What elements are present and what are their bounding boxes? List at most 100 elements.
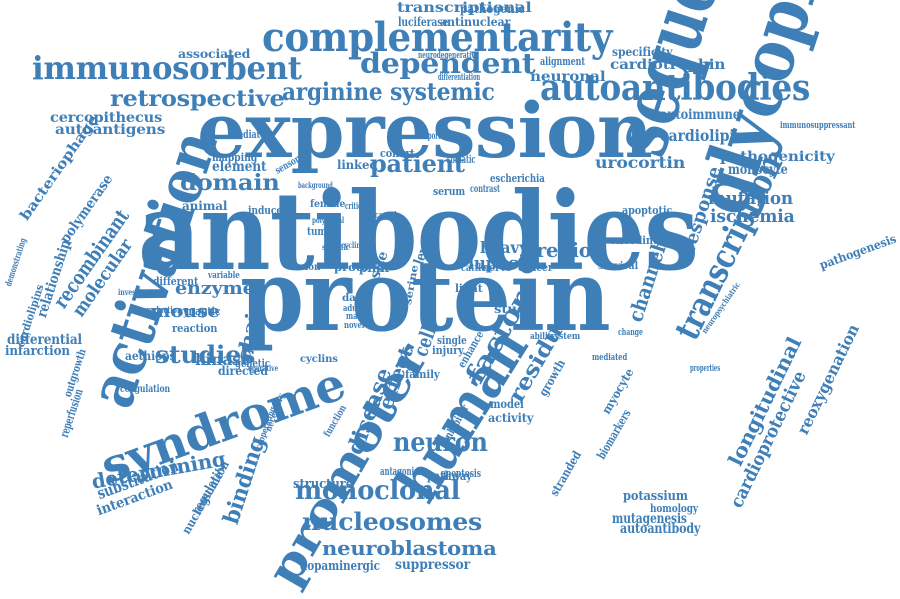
- cloud-word: induced: [248, 204, 289, 217]
- cloud-word: associated: [178, 47, 251, 61]
- cloud-word: nerve: [482, 261, 512, 274]
- cloud-word: important: [420, 131, 451, 142]
- cloud-word: directed: [218, 364, 268, 378]
- cloud-word: mediate: [230, 128, 265, 141]
- cloud-word: lupus: [468, 253, 518, 274]
- cloud-word: retrospective: [110, 86, 285, 112]
- cloud-word: properties: [690, 364, 721, 374]
- cloud-word: pathway: [427, 469, 472, 483]
- cloud-word: antinuclear: [440, 15, 511, 29]
- cloud-word: cardiotrophin: [610, 57, 726, 73]
- cloud-word: antagonism: [380, 465, 426, 478]
- cloud-word: arginine: [282, 77, 383, 106]
- cloud-word: proto: [334, 261, 369, 274]
- cloud-word: coagulation: [120, 384, 171, 395]
- cloud-word: cascade: [375, 211, 401, 221]
- cloud-word: synaptic: [178, 305, 221, 318]
- cloud-word: specificity: [612, 45, 673, 59]
- cloud-word: adult: [343, 304, 363, 314]
- cloud-word: female: [310, 199, 346, 210]
- cloud-word: ischemia: [710, 206, 795, 227]
- cloud-word: tumor: [307, 225, 338, 238]
- cloud-word: reaction: [172, 322, 218, 335]
- cloud-word: contrast: [470, 184, 500, 195]
- cloud-word: apoptotic: [622, 204, 673, 217]
- cloud-word: mouse: [150, 301, 220, 322]
- cloud-word: domain: [180, 170, 280, 196]
- cloud-word: neuronal: [530, 69, 606, 85]
- cloud-word: heavy: [480, 238, 528, 257]
- cloud-word: novel: [344, 321, 365, 331]
- cloud-word: kinase: [195, 350, 251, 369]
- cloud-word: element: [212, 159, 267, 175]
- cloud-word: specific: [322, 242, 350, 252]
- cloud-word: autoimmune: [660, 107, 740, 123]
- cloud-word: mutagenesis: [612, 511, 687, 527]
- cloud-word: autoantigens: [55, 122, 166, 138]
- cloud-word: nucleosome: [179, 468, 227, 537]
- cloud-word: different: [153, 275, 199, 288]
- cloud-word: animal: [182, 199, 228, 213]
- cloud-word: injury: [432, 344, 464, 357]
- cloud-word: antibodies: [138, 169, 699, 295]
- cloud-word: dopaminergic: [300, 559, 380, 574]
- cloud-word: pathogenesis: [817, 231, 899, 273]
- cloud-word: nucleosomes: [302, 507, 483, 536]
- cloud-word: systemic: [390, 77, 495, 106]
- cloud-word: study: [494, 302, 534, 316]
- cloud-word: cattle: [461, 263, 487, 274]
- cloud-word: luciferase: [398, 15, 449, 29]
- cloud-word: model: [490, 397, 524, 411]
- cloud-word: cyclin: [341, 240, 361, 250]
- cloud-word: differential: [7, 332, 83, 348]
- cloud-word: mediated: [592, 353, 628, 363]
- cloud-word: polyclonal: [312, 215, 345, 225]
- cloud-word: transcriptional: [397, 0, 532, 16]
- cloud-word: mapping: [212, 151, 258, 164]
- cloud-word: ability: [530, 332, 556, 342]
- cloud-word: fusion: [290, 262, 321, 273]
- cloud-word: immunosuppressant: [780, 121, 856, 131]
- cloud-word: alignment: [540, 55, 585, 68]
- cloud-word: production: [142, 306, 182, 316]
- cloud-word: urocortin: [595, 153, 686, 172]
- cloud-word: survival: [598, 261, 639, 272]
- cloud-word: studies: [155, 340, 256, 369]
- cloud-word: neurodegenerative: [418, 51, 479, 61]
- cloud-word: myocyte: [599, 365, 637, 417]
- cloud-word: operative: [248, 363, 279, 373]
- cloud-word: structure: [293, 477, 353, 492]
- cloud-word: system: [550, 332, 581, 342]
- cloud-word: pink: [359, 261, 389, 275]
- cloud-word: encoding: [610, 234, 660, 247]
- cloud-word: demonstrating: [4, 237, 30, 288]
- cloud-word: enzyme: [175, 278, 255, 299]
- cloud-word: pathogenic: [460, 2, 525, 16]
- cloud-word: protein: [240, 239, 611, 354]
- cloud-word: autoantibodies: [540, 67, 811, 109]
- cloud-word: investigate: [118, 287, 156, 297]
- cloud-word: variable: [208, 271, 240, 281]
- cloud-word: escherichia: [490, 172, 545, 185]
- cloud-word: apoptosis: [441, 467, 481, 480]
- cloud-word: differentiation: [438, 73, 481, 83]
- cloud-word: change: [618, 328, 643, 338]
- cloud-word: critical: [345, 202, 368, 212]
- cloud-word: cardiolipin: [660, 126, 745, 145]
- cloud-word: genetic: [235, 357, 270, 370]
- cloud-word: autoantibody: [620, 521, 701, 537]
- cloud-word: complementarity: [262, 14, 613, 61]
- cloud-word: neuron: [393, 428, 488, 458]
- cloud-word: linked: [337, 158, 378, 172]
- cloud-word: pathogenicity: [720, 149, 835, 165]
- cloud-word: homology: [650, 502, 699, 515]
- cloud-word: region: [536, 238, 606, 262]
- cloud-word: mutation: [708, 188, 793, 209]
- cloud-word: aethiops: [125, 349, 176, 363]
- cloud-word: cyclins: [300, 354, 338, 365]
- cloud-word: activity: [488, 411, 534, 425]
- cloud-word: biomarkers: [594, 407, 634, 462]
- cloud-word: suppressor: [395, 557, 470, 573]
- cloud-word: monoclonal: [295, 476, 461, 506]
